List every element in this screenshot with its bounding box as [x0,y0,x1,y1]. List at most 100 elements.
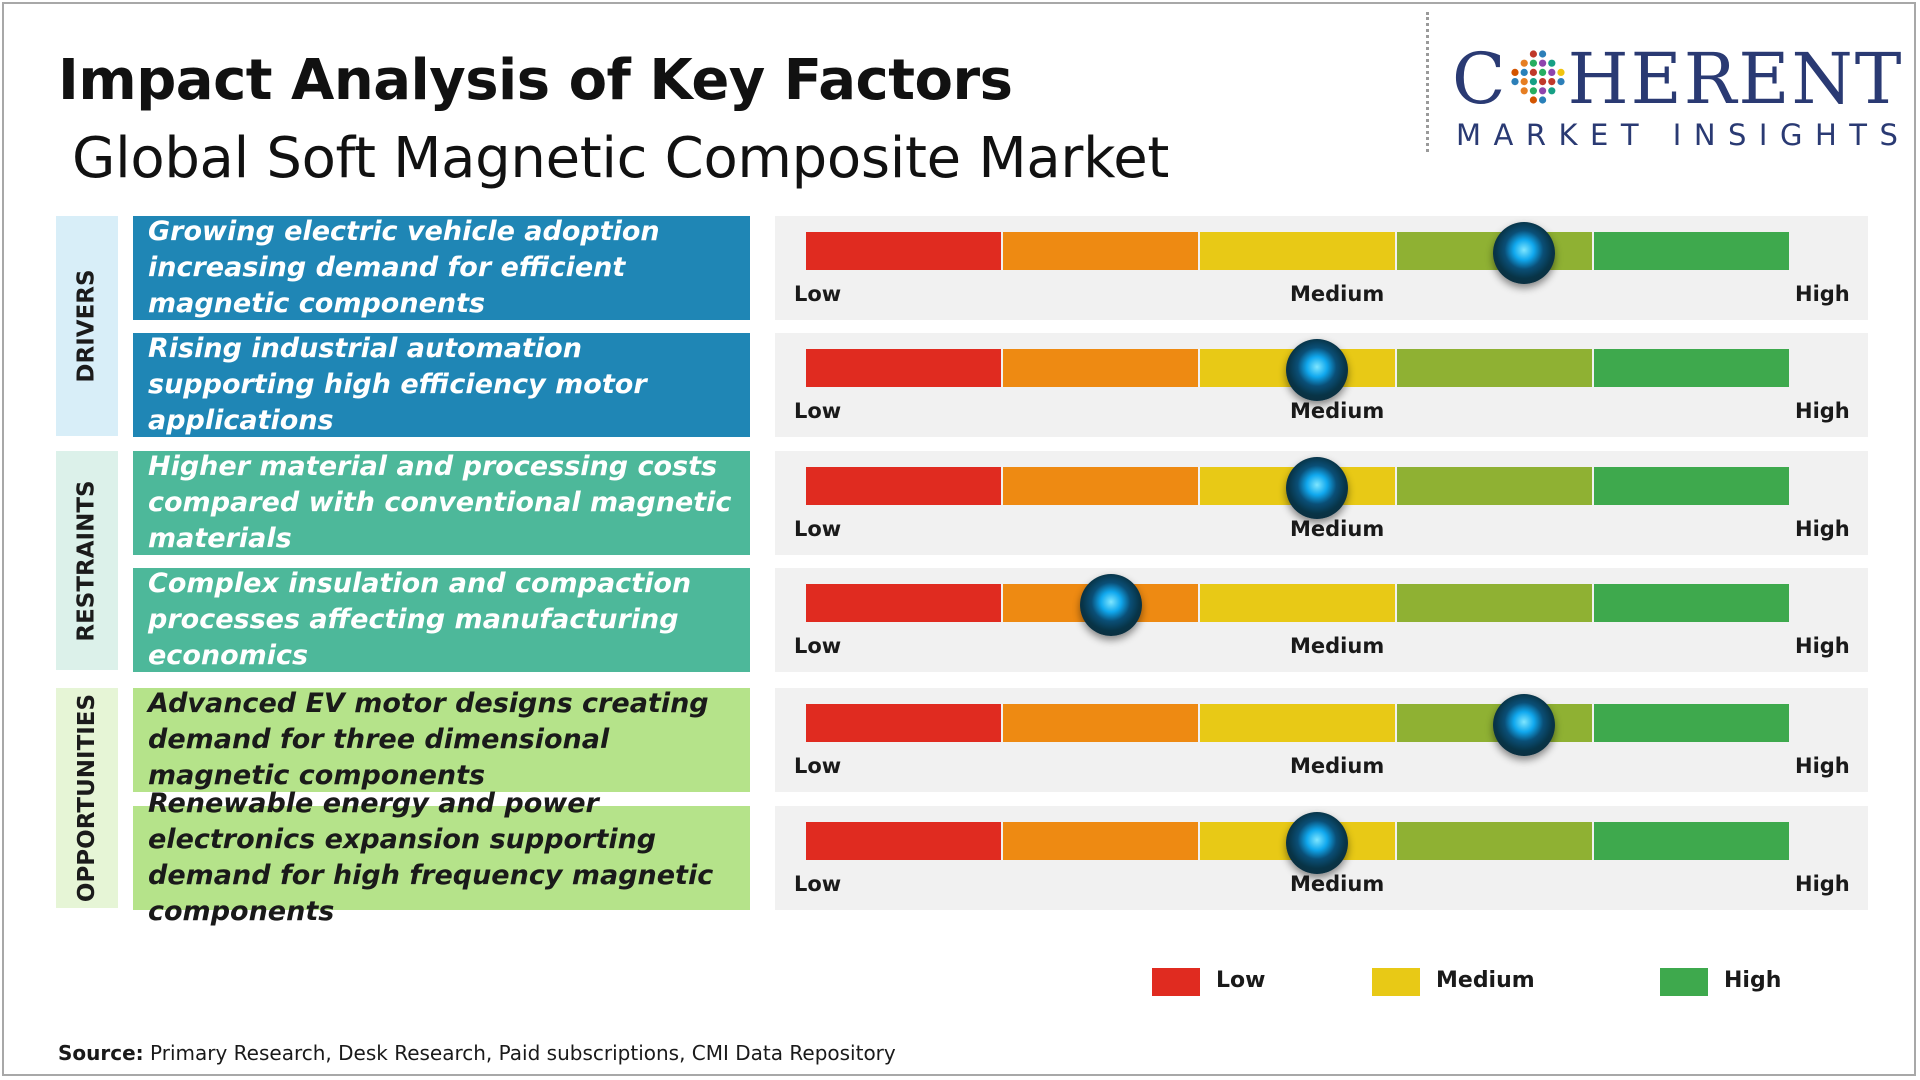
chart-title: Impact Analysis of Key Factors [58,48,1013,113]
gauge-label-low: Low [794,517,842,541]
impact-gauge: Low Medium High [775,806,1868,910]
logo-dot [1547,78,1555,86]
gauge-segment [1594,584,1789,622]
gauge-label-medium: Medium [1290,634,1385,658]
gauge-segment [1594,232,1789,270]
logo-dot [1529,78,1537,86]
factor-text: Complex insulation and compaction proces… [133,568,750,672]
impact-marker [1286,339,1349,401]
gauge-segment [806,822,1001,860]
gauge-label-low: Low [794,399,842,423]
gauge-segment [1200,232,1395,270]
gauge-segment [1397,349,1592,387]
impact-gauge: Low Medium High [775,568,1868,672]
logo-dot [1520,59,1528,67]
gauge-label-high: High [1795,872,1850,896]
gauge-label-medium: Medium [1290,282,1385,306]
logo-dot [1529,59,1537,67]
gauge-segment [1594,704,1789,742]
gauge-label-medium: Medium [1290,517,1385,541]
gauge-segment [1003,467,1198,505]
logo-dots-icon [1510,50,1565,104]
gauge-segment [1594,822,1789,860]
gauge-segment [1003,822,1198,860]
logo-dot [1547,59,1555,67]
gauge-segment [1200,704,1395,742]
impact-marker [1286,457,1349,519]
gauge-segment [1003,349,1198,387]
legend-label: Medium [1436,968,1535,993]
gauge-segment [1003,704,1198,742]
source-note: Source: Primary Research, Desk Research,… [58,1041,896,1065]
logo-dot [1529,68,1537,76]
gauge-segment [1397,822,1592,860]
impact-marker [1492,694,1555,756]
gauge-label-medium: Medium [1290,399,1385,423]
factor-text: Advanced EV motor designs creating deman… [133,688,750,792]
legend-swatch [1660,968,1708,996]
logo-dot [1538,96,1546,104]
gauge-label-low: Low [794,872,842,896]
gauge-segment [806,704,1001,742]
impact-gauge: Low Medium High [775,333,1868,437]
factor-text: Renewable energy and power electronics e… [133,788,750,927]
gauge-segment [1003,232,1198,270]
gauge-label-low: Low [794,754,842,778]
gauge-segment [806,467,1001,505]
gauge-segment [1594,467,1789,505]
logo-dot [1520,78,1528,86]
logo-tagline: MARKET INSIGHTS [1456,118,1911,152]
logo-wordmark: C HERENT [1452,38,1904,120]
logo-dot [1538,87,1546,95]
impact-marker [1492,222,1555,284]
logo-divider [1426,12,1429,152]
logo-dot [1529,87,1537,95]
factor-text: Growing electric vehicle adoption increa… [133,216,750,320]
logo-dot [1538,78,1546,86]
impact-marker [1286,812,1349,874]
gauge-segment [1200,584,1395,622]
legend-label: Low [1216,968,1266,993]
gauge-segment [806,584,1001,622]
impact-gauge: Low Medium High [775,688,1868,792]
impact-gauge: Low Medium High [775,216,1868,320]
legend-swatch [1372,968,1420,996]
gauge-segment [1397,584,1592,622]
gauge-segment [806,349,1001,387]
category-label-drivers: DRIVERS [56,216,118,436]
legend-swatch [1152,968,1200,996]
gauge-label-medium: Medium [1290,754,1385,778]
gauge-segment [1397,467,1592,505]
company-logo: C HERENT MARKET INSIGHTS [1452,44,1901,154]
gauge-segment [806,232,1001,270]
gauge-label-high: High [1795,754,1850,778]
gauge-label-high: High [1795,282,1850,306]
logo-dot [1547,87,1555,95]
chart-subtitle: Global Soft Magnetic Composite Market [72,126,1170,191]
category-label-opportunities: OPPORTUNITIES [56,688,118,908]
impact-gauge: Low Medium High [775,451,1868,555]
logo-dot [1510,68,1519,76]
category-label-restraints: RESTRAINTS [56,451,118,670]
logo-dot [1547,68,1555,76]
impact-marker [1079,574,1142,636]
logo-dot [1520,87,1528,95]
gauge-label-low: Low [794,634,842,658]
logo-dot [1520,68,1528,76]
factor-text: Higher material and processing costs com… [133,451,750,555]
gauge-label-high: High [1795,517,1850,541]
gauge-label-high: High [1795,399,1850,423]
logo-dot [1529,50,1537,58]
gauge-label-medium: Medium [1290,872,1385,896]
gauge-label-high: High [1795,634,1850,658]
logo-dot [1510,78,1519,86]
logo-dot [1529,96,1537,104]
factor-text: Rising industrial automation supporting … [133,333,750,437]
logo-dot [1538,59,1546,67]
logo-dot [1556,78,1565,86]
logo-dot [1556,68,1565,76]
logo-dot [1538,68,1546,76]
logo-dot [1538,50,1546,58]
legend-label: High [1724,968,1782,993]
